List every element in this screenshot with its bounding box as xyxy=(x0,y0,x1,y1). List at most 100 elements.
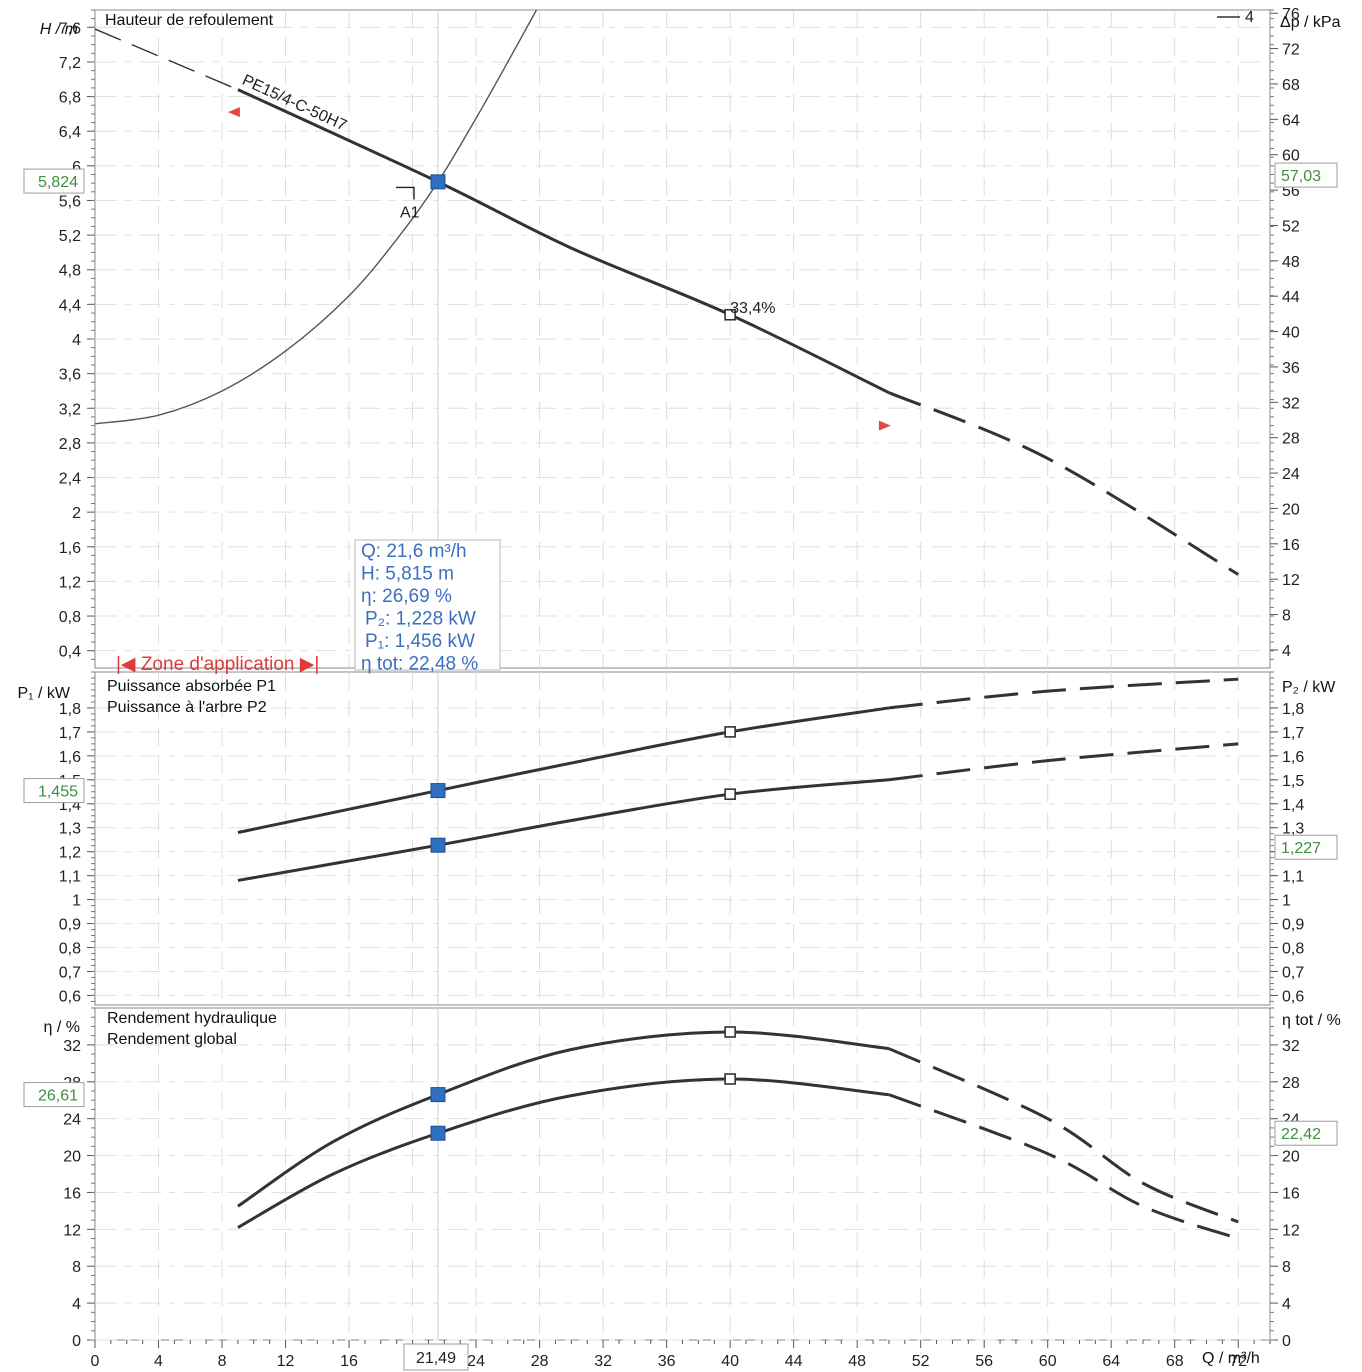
head-right-value: 57,03 xyxy=(1281,168,1321,185)
y-axis-title-p2: P₂ / kW xyxy=(1282,679,1336,696)
curve-eta xyxy=(237,1030,890,1208)
eta-right-value: 22,42 xyxy=(1281,1126,1321,1143)
y-tick-label-right: 1 xyxy=(1282,893,1291,910)
power-right-value-box xyxy=(1274,834,1338,860)
power-left-value-box xyxy=(23,778,85,804)
y-tick-label-right: 20 xyxy=(1282,1149,1300,1166)
y-tick-label: 1,7 xyxy=(59,725,81,742)
y-tick-label-right: 28 xyxy=(1282,431,1300,448)
y-tick-label-right: 8 xyxy=(1282,1259,1291,1276)
y-tick-label-right: 64 xyxy=(1282,112,1300,129)
range-end-marker xyxy=(878,420,891,431)
x-tick-label: 48 xyxy=(848,1353,866,1370)
curve-dashed-extension xyxy=(94,28,239,91)
panel-title-head: Hauteur de refoulement xyxy=(105,12,274,29)
a1-marker xyxy=(395,186,415,200)
y-tick-label-right: 20 xyxy=(1282,501,1300,518)
panel-title-p1: Puissance absorbée P1 xyxy=(107,678,276,695)
best-efficiency-marker xyxy=(724,788,736,800)
x-tick-label: 40 xyxy=(721,1353,739,1370)
panel-title-eta: Rendement hydraulique xyxy=(107,1010,277,1027)
y-tick-label-right: 0,6 xyxy=(1282,988,1304,1005)
x-tick-label: 0 xyxy=(91,1353,100,1370)
chart-frame xyxy=(94,9,1271,1341)
x-tick-label: 24 xyxy=(467,1353,485,1370)
y-tick-label: 1,6 xyxy=(59,749,81,766)
y-axis-title-p1: P₁ / kW xyxy=(17,685,70,702)
curve-dashed-extension xyxy=(888,1047,1239,1224)
info-line: η: 26,69 % xyxy=(361,586,452,607)
y-tick-label-right: 12 xyxy=(1282,572,1300,589)
zone-application-label: |◀ Zone d'application ▶| xyxy=(116,654,319,675)
curve-dashed-extension xyxy=(888,742,1239,782)
y-tick-label-right: 0,8 xyxy=(1282,941,1304,958)
y-tick-label: 7,6 xyxy=(59,20,81,37)
curve-dashed-extension xyxy=(888,391,1240,576)
curve-P1 xyxy=(237,706,890,834)
operating-point-label: A1 xyxy=(400,204,420,221)
y-tick-label-right: 68 xyxy=(1282,77,1300,94)
y-tick-label-right: 44 xyxy=(1282,289,1300,306)
eta-left-value: 26,61 xyxy=(38,1088,78,1105)
y-tick-label-right: 48 xyxy=(1282,254,1300,271)
y-tick-label: 2,4 xyxy=(59,471,81,488)
x-tick-label: 52 xyxy=(912,1353,930,1370)
y-tick-label: 24 xyxy=(63,1112,81,1129)
x-tick-label: 4 xyxy=(154,1353,163,1370)
x-tick-label: 8 xyxy=(218,1353,227,1370)
y-tick-label: 0,8 xyxy=(59,609,81,626)
y-tick-label: 1,6 xyxy=(59,540,81,557)
head-left-value-box xyxy=(23,168,85,194)
y-axis-title-kpa: Δp / kPa xyxy=(1280,14,1341,31)
y-tick-label-right: 1,8 xyxy=(1282,701,1304,718)
x-tick-label: 32 xyxy=(594,1353,612,1370)
y-tick-label: 16 xyxy=(63,1185,81,1202)
operating-point-marker xyxy=(430,1087,446,1103)
y-tick-label-right: 72 xyxy=(1282,42,1300,59)
chart-points xyxy=(430,174,736,1141)
best-efficiency-marker xyxy=(724,726,736,738)
y-tick-label: 4,4 xyxy=(59,297,81,314)
power-right-value: 1,227 xyxy=(1281,840,1321,857)
curve-pump xyxy=(237,88,890,395)
y-tick-label: 1,2 xyxy=(59,574,81,591)
y-tick-label: 1 xyxy=(72,893,81,910)
head-right-value-box xyxy=(1274,162,1338,188)
y-tick-label: 6,4 xyxy=(59,124,81,141)
eta-left-value-box xyxy=(23,1082,85,1108)
x-tick-label: 28 xyxy=(531,1353,549,1370)
y-tick-label: 20 xyxy=(63,1149,81,1166)
curve-dashed-extension xyxy=(888,1093,1239,1240)
y-tick-label: 0,6 xyxy=(59,988,81,1005)
info-line: P₂: 1,228 kW xyxy=(365,609,476,630)
y-tick-label-right: 60 xyxy=(1282,148,1300,165)
y-tick-label: 0,9 xyxy=(59,917,81,934)
y-tick-label-right: 16 xyxy=(1282,537,1300,554)
y-tick-label-right: 36 xyxy=(1282,360,1300,377)
chart-labels: 33,4% Hauteur de refoulement Puissance abs… xyxy=(17,9,1341,1371)
axis-ticks: 0 4 8 12 16 24 28 32 36 40 44 48 52 56 60 64 68 720,40,81… xyxy=(59,6,1305,1370)
y-tick-label-right: 32 xyxy=(1282,395,1300,412)
x-tick-label: 44 xyxy=(785,1353,803,1370)
y-tick-label: 7,2 xyxy=(59,55,81,72)
curve-P2 xyxy=(237,778,890,882)
chart-curves xyxy=(94,10,1240,1240)
y-tick-label-right: 0 xyxy=(1282,1333,1291,1350)
panel-title-p2: Puissance à l'arbre P2 xyxy=(107,699,267,716)
y-tick-label-right: 1,4 xyxy=(1282,797,1304,814)
y-tick-label-right: 24 xyxy=(1282,466,1300,483)
y-tick-label-right: 40 xyxy=(1282,325,1300,342)
y-axis-title-head: H / m xyxy=(40,21,78,38)
x-tick-label: 36 xyxy=(658,1353,676,1370)
y-tick-label-right: 4 xyxy=(1282,1296,1291,1313)
power-left-value: 1,455 xyxy=(38,784,78,801)
y-tick-label-right: 28 xyxy=(1282,1075,1300,1092)
y-tick-label: 0 xyxy=(72,1333,81,1350)
info-line: η tot: 22,48 % xyxy=(361,654,478,675)
pump-name-label: PE15/4-C-50H7 xyxy=(239,72,349,135)
best-efficiency-marker xyxy=(724,1026,736,1038)
y-tick-label: 6 xyxy=(72,159,81,176)
y-tick-label: 5,2 xyxy=(59,228,81,245)
x-tick-label: 64 xyxy=(1102,1353,1120,1370)
operating-point-marker xyxy=(430,783,446,799)
